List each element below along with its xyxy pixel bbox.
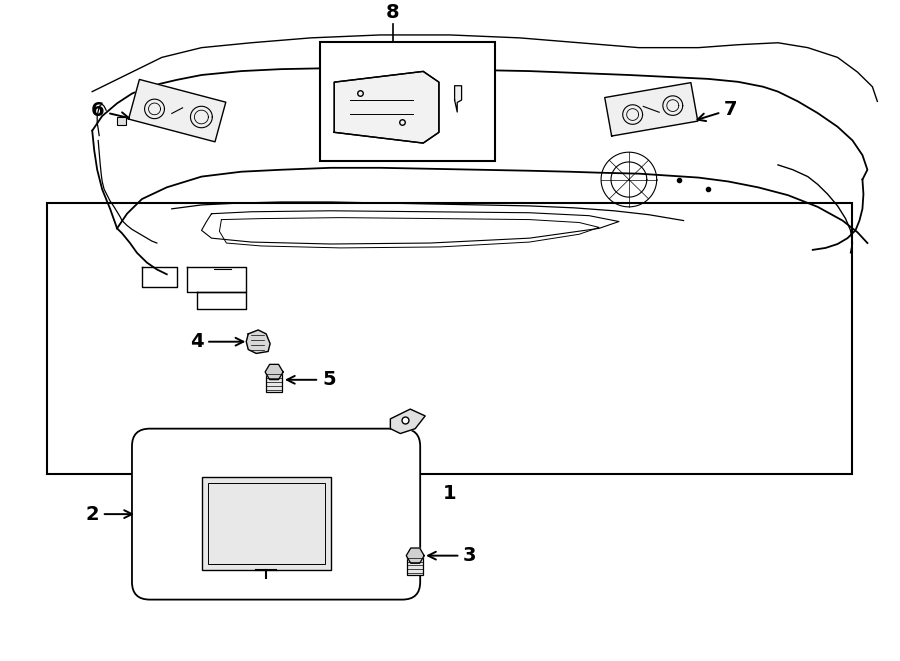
Bar <box>48 203 852 474</box>
Polygon shape <box>406 548 424 563</box>
Text: 6: 6 <box>91 101 129 120</box>
Polygon shape <box>391 409 425 434</box>
FancyBboxPatch shape <box>132 428 420 600</box>
Polygon shape <box>247 330 270 354</box>
Text: 4: 4 <box>190 332 243 351</box>
Text: 5: 5 <box>287 370 336 389</box>
Text: 3: 3 <box>428 546 477 565</box>
Polygon shape <box>266 364 283 379</box>
Polygon shape <box>129 79 226 142</box>
Text: 2: 2 <box>86 504 132 524</box>
Polygon shape <box>334 71 439 143</box>
Bar <box>208 483 325 564</box>
Text: 9: 9 <box>464 80 488 98</box>
Bar <box>266 370 282 391</box>
Bar <box>408 554 423 575</box>
Text: 8: 8 <box>386 3 400 22</box>
Bar <box>117 117 126 125</box>
Text: 7: 7 <box>698 100 737 121</box>
Polygon shape <box>605 83 698 136</box>
Text: 1: 1 <box>443 484 457 503</box>
Polygon shape <box>454 86 462 112</box>
Bar <box>320 42 495 161</box>
Bar <box>202 477 330 570</box>
